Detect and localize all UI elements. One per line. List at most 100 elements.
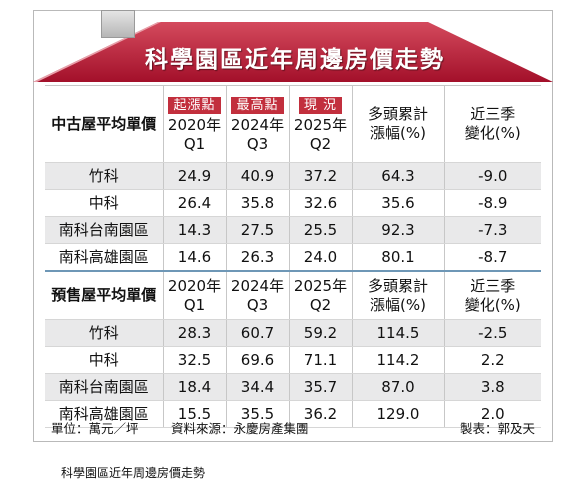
value-cell: 114.2 — [352, 346, 445, 374]
region-cell: 中科 — [45, 189, 164, 217]
value-cell: 27.5 — [226, 216, 290, 244]
header-cell: 起漲點 2020年 Q1 — [163, 85, 227, 163]
region-cell: 竹科 — [45, 319, 164, 347]
value-cell: 36.2 — [289, 400, 353, 428]
header-cell: 多頭累計 漲幅(%) — [352, 85, 445, 163]
value-cell: 34.4 — [226, 373, 290, 401]
header-line1: 2025年 — [293, 276, 348, 295]
chimney-decoration — [101, 10, 135, 38]
value-cell: 129.0 — [352, 400, 445, 428]
table-row: 南科高雄園區 15.5 35.5 36.2 129.0 2.0 — [45, 400, 541, 428]
value-cell: 15.5 — [163, 400, 227, 428]
value-cell: 26.3 — [226, 243, 290, 272]
tag-now: 現 況 — [298, 96, 343, 114]
tag-peak: 最高點 — [231, 96, 284, 114]
header-cell: 2024年 Q3 — [226, 270, 290, 320]
header-line1: 多頭累計 — [367, 276, 428, 295]
header-line2: 漲幅(%) — [370, 295, 426, 314]
tag-start: 起漲點 — [168, 96, 221, 114]
value-cell: -8.9 — [444, 189, 541, 217]
infographic-title: 科學園區近年周邊房價走勢 — [145, 47, 445, 73]
value-cell: 92.3 — [352, 216, 445, 244]
header-cell: 近三季 變化(%) — [444, 85, 541, 163]
header-cell: 多頭累計 漲幅(%) — [352, 270, 445, 320]
table-row: 竹科 24.9 40.9 37.2 64.3 -9.0 — [45, 162, 541, 190]
header-line2: Q1 — [183, 295, 206, 314]
value-cell: 2.2 — [444, 346, 541, 374]
value-cell: 37.2 — [289, 162, 353, 190]
section-header-row: 預售屋平均單價 2020年 Q1 2024年 Q3 2025年 Q2 多頭累計 … — [45, 270, 541, 320]
value-cell: 3.8 — [444, 373, 541, 401]
value-cell: 18.4 — [163, 373, 227, 401]
value-cell: 28.3 — [163, 319, 227, 347]
value-cell: -7.3 — [444, 216, 541, 244]
header-line1: 2024年 — [230, 115, 285, 134]
table-row: 南科台南園區 18.4 34.4 35.7 87.0 3.8 — [45, 373, 541, 401]
section-label: 中古屋平均單價 — [45, 85, 164, 163]
header-line2: Q2 — [309, 134, 332, 153]
value-cell: -2.5 — [444, 319, 541, 347]
header-cell: 2020年 Q1 — [163, 270, 227, 320]
region-cell: 南科高雄園區 — [45, 243, 164, 272]
header-line2: Q1 — [183, 134, 206, 153]
table-row: 南科台南園區 14.3 27.5 25.5 92.3 -7.3 — [45, 216, 541, 244]
value-cell: 69.6 — [226, 346, 290, 374]
value-cell: 14.3 — [163, 216, 227, 244]
region-cell: 南科高雄園區 — [45, 400, 164, 428]
region-cell: 南科台南園區 — [45, 216, 164, 244]
value-cell: 40.9 — [226, 162, 290, 190]
header-line2: Q3 — [246, 295, 269, 314]
value-cell: 114.5 — [352, 319, 445, 347]
table-row: 中科 32.5 69.6 71.1 114.2 2.2 — [45, 346, 541, 374]
header-cell: 現 況 2025年 Q2 — [289, 85, 353, 163]
value-cell: 87.0 — [352, 373, 445, 401]
header-line1: 2024年 — [230, 276, 285, 295]
value-cell: 71.1 — [289, 346, 353, 374]
header-cell: 最高點 2024年 Q3 — [226, 85, 290, 163]
value-cell: 35.5 — [226, 400, 290, 428]
section-header-row: 中古屋平均單價 起漲點 2020年 Q1 最高點 2024年 Q3 現 況 20… — [45, 85, 541, 163]
value-cell: 35.6 — [352, 189, 445, 217]
header-line2: Q2 — [309, 295, 332, 314]
maker-note: 製表：郭及天 — [459, 421, 535, 436]
header-line2: 變化(%) — [464, 295, 521, 314]
value-cell: 14.6 — [163, 243, 227, 272]
price-table-container: 中古屋平均單價 起漲點 2020年 Q1 最高點 2024年 Q3 現 況 20… — [45, 85, 541, 428]
header-line1: 多頭累計 — [367, 105, 428, 123]
value-cell: -8.7 — [444, 243, 541, 272]
image-caption: 科學園區近年周邊房價走勢 — [61, 466, 206, 480]
header-line1: 2020年 — [167, 115, 222, 134]
header-line1: 2025年 — [293, 115, 348, 134]
region-cell: 南科台南園區 — [45, 373, 164, 401]
value-cell: 35.7 — [289, 373, 353, 401]
header-line1: 近三季 — [470, 276, 516, 295]
value-cell: 32.6 — [289, 189, 353, 217]
table-row: 竹科 28.3 60.7 59.2 114.5 -2.5 — [45, 319, 541, 347]
table-footer: 單位：萬元／坪 資料來源：永慶房產集團 製表：郭及天 — [45, 416, 541, 436]
value-cell: 24.0 — [289, 243, 353, 272]
value-cell: 60.7 — [226, 319, 290, 347]
source-note: 資料來源：永慶房產集團 — [171, 421, 309, 436]
table-row: 中科 26.4 35.8 32.6 35.6 -8.9 — [45, 189, 541, 217]
header-line2: 漲幅(%) — [370, 124, 426, 142]
value-cell: 64.3 — [352, 162, 445, 190]
price-table: 中古屋平均單價 起漲點 2020年 Q1 最高點 2024年 Q3 現 況 20… — [45, 85, 541, 428]
header-cell: 2025年 Q2 — [289, 270, 353, 320]
value-cell: 32.5 — [163, 346, 227, 374]
value-cell: 2.0 — [444, 400, 541, 428]
value-cell: -9.0 — [444, 162, 541, 190]
value-cell: 24.9 — [163, 162, 227, 190]
header-cell: 近三季 變化(%) — [444, 270, 541, 320]
region-cell: 中科 — [45, 346, 164, 374]
table-row: 南科高雄園區 14.6 26.3 24.0 80.1 -8.7 — [45, 243, 541, 272]
header-line1: 近三季 — [470, 105, 516, 123]
section-label: 預售屋平均單價 — [45, 270, 164, 320]
region-cell: 竹科 — [45, 162, 164, 190]
unit-note: 單位：萬元／坪 — [51, 421, 139, 436]
value-cell: 35.8 — [226, 189, 290, 217]
value-cell: 59.2 — [289, 319, 353, 347]
value-cell: 25.5 — [289, 216, 353, 244]
header-line1: 2020年 — [167, 276, 222, 295]
header-line2: 變化(%) — [464, 124, 521, 142]
header-line2: Q3 — [246, 134, 269, 153]
